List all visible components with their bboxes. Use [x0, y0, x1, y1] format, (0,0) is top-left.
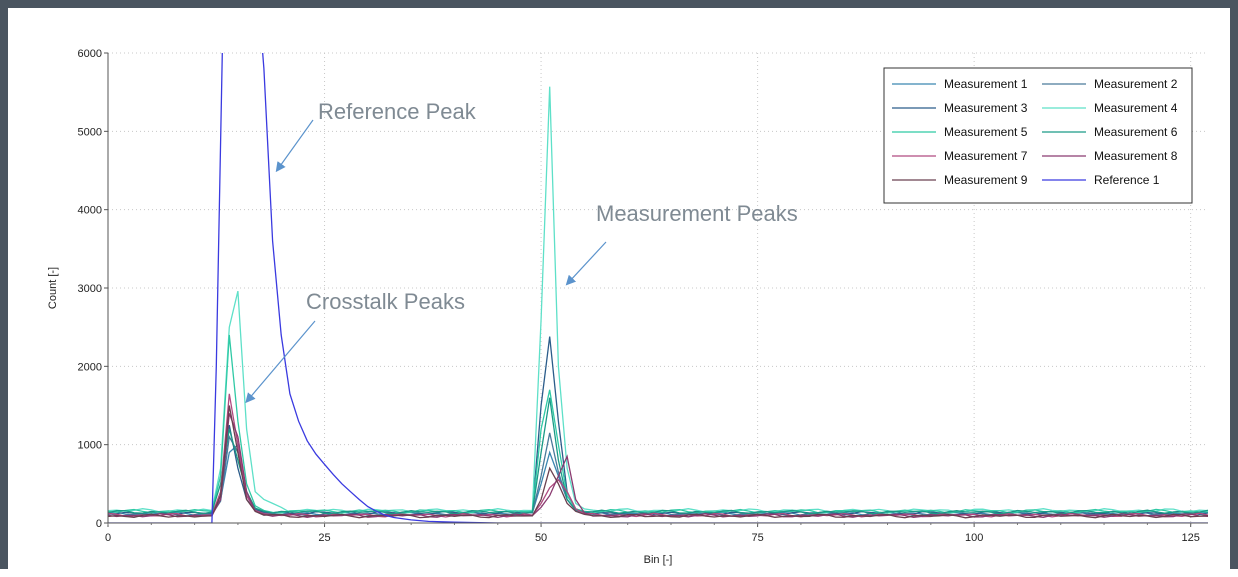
- annotation-arrow: [565, 241, 607, 286]
- series-line: [108, 336, 1208, 516]
- annotation-label: Crosstalk Peaks: [306, 289, 465, 314]
- annotation-label: Measurement Peaks: [596, 201, 798, 226]
- y-tick-label: 0: [96, 518, 102, 530]
- x-tick-labels: 0 25 50 75 100 125: [105, 523, 1200, 544]
- y-axis-label: Count [-]: [47, 267, 59, 309]
- y-tick-label: 3000: [78, 283, 102, 295]
- x-tick-label: 125: [1181, 532, 1199, 544]
- legend-entry: Measurement 5: [944, 125, 1028, 139]
- legend-entry: Measurement 6: [1094, 125, 1178, 139]
- annotation-arrow: [245, 320, 316, 404]
- y-tick-label: 5000: [78, 126, 102, 138]
- series-line: [108, 405, 1208, 519]
- annotations: Reference Peak Measurement Peaks Crosstalk…: [245, 99, 798, 404]
- series-line: [108, 413, 1208, 519]
- x-tick-label: 0: [105, 532, 111, 544]
- y-tick-label: 1000: [78, 440, 102, 452]
- legend-entry: Measurement 9: [944, 173, 1028, 187]
- legend-entry: Measurement 7: [944, 149, 1028, 163]
- legend-entry: Measurement 8: [1094, 149, 1178, 163]
- x-tick-label: 100: [965, 532, 983, 544]
- series-line: [108, 334, 1208, 514]
- series-line: [108, 443, 1208, 517]
- y-tick-label: 6000: [78, 48, 102, 60]
- x-tick-label: 25: [318, 532, 330, 544]
- y-tick-label: 2000: [78, 361, 102, 373]
- legend-entry: Measurement 3: [944, 101, 1028, 115]
- series-line: [108, 393, 1208, 518]
- x-tick-label: 50: [535, 532, 547, 544]
- x-tick-label: 75: [751, 532, 763, 544]
- line-chart: 0 25 50 75 100 125 0100020003000400050006000 …: [47, 48, 1208, 566]
- series-layer: [108, 53, 1208, 523]
- legend-entry: Measurement 1: [944, 77, 1028, 91]
- legend-entry: Measurement 2: [1094, 77, 1178, 91]
- x-axis-label: Bin [-]: [644, 554, 673, 566]
- series-line: [108, 397, 1208, 515]
- legend: Measurement 1 Measurement 2 Measurement 3 M…: [883, 67, 1193, 204]
- legend-entry: Reference 1: [1094, 173, 1160, 187]
- legend-entry: Measurement 4: [1094, 101, 1178, 115]
- y-tick-label: 4000: [78, 205, 102, 217]
- y-tick-labels: 0 1000 2000 3000 4000 5000 6000: [78, 48, 108, 530]
- annotation-label: Reference Peak: [318, 99, 477, 124]
- annotation-arrow: [275, 119, 314, 173]
- series-line: [108, 53, 1208, 523]
